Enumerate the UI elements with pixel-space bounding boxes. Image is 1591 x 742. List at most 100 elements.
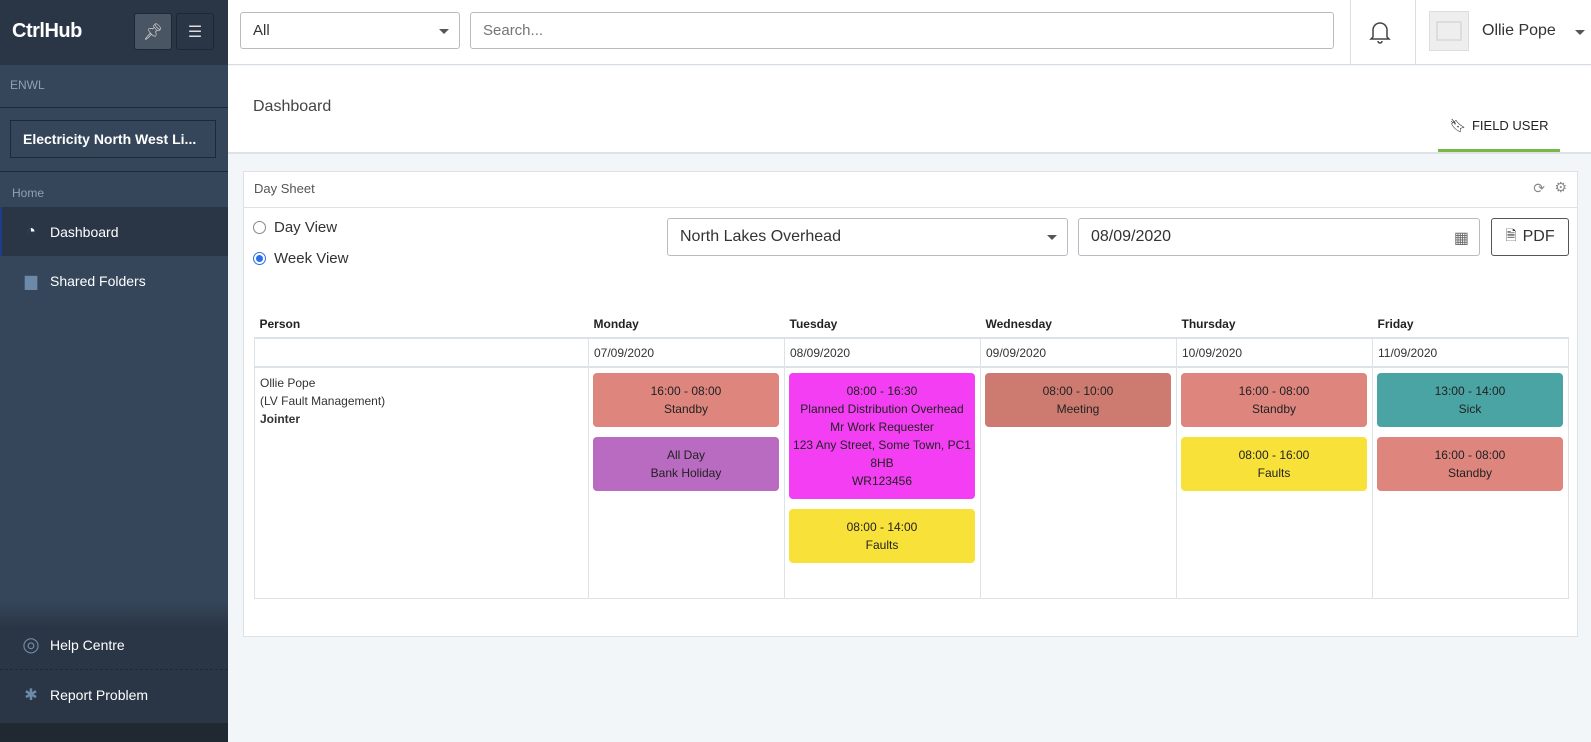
- day-view-radio[interactable]: Day View: [253, 219, 337, 236]
- tab-label: FIELD USER: [1471, 118, 1549, 133]
- pin-button[interactable]: 📌︎: [134, 13, 172, 50]
- refresh-icon[interactable]: ⟳: [1533, 180, 1545, 196]
- radio-unchecked[interactable]: [253, 221, 266, 234]
- date-cell: 07/09/2020: [588, 337, 785, 368]
- shift-event[interactable]: 08:00 - 10:00 Meeting: [985, 373, 1171, 427]
- help-centre-link[interactable]: ◎ Help Centre: [0, 620, 228, 669]
- bell-icon: [1369, 22, 1391, 44]
- person-cell: Ollie Pope (LV Fault Management) Jointer: [254, 366, 589, 599]
- logo-area: CtrlHub 📌︎ ☰: [0, 0, 228, 65]
- shift-event[interactable]: All Day Bank Holiday: [593, 437, 779, 491]
- avatar[interactable]: [1429, 11, 1469, 51]
- event-line: 08:00 - 14:00: [846, 520, 918, 534]
- event-line: Standby: [1447, 466, 1493, 480]
- pdf-label: PDF: [1522, 228, 1555, 245]
- logo: CtrlHub: [12, 20, 82, 42]
- event-line: 08:00 - 16:30: [846, 384, 918, 398]
- week-table: Person Monday Tuesday Wednesday Thursday…: [254, 310, 1569, 599]
- panel-title: Day Sheet: [254, 181, 315, 196]
- shift-event[interactable]: 16:00 - 08:00 Standby: [1377, 437, 1563, 491]
- filter-select[interactable]: All: [240, 12, 460, 49]
- date-cell: 08/09/2020: [784, 337, 981, 368]
- shift-event[interactable]: 08:00 - 16:30 Planned Distribution Overhe…: [789, 373, 975, 499]
- shift-event[interactable]: 13:00 - 14:00 Sick: [1377, 373, 1563, 427]
- radio-label: Week View: [274, 250, 349, 267]
- empty-cell: [254, 337, 589, 368]
- event-line: WR123456: [851, 474, 913, 488]
- search-input[interactable]: [470, 12, 1334, 49]
- panel-header: Day Sheet ⟳ ⚙: [244, 172, 1577, 208]
- radio-label: Day View: [274, 219, 338, 236]
- report-problem-label: Report Problem: [50, 686, 149, 703]
- notifications-button[interactable]: [1369, 20, 1393, 44]
- column-header: Monday: [588, 310, 785, 339]
- event-line: Sick: [1458, 402, 1482, 416]
- week-view-radio[interactable]: Week View: [253, 250, 348, 267]
- user-name[interactable]: Ollie Pope: [1482, 22, 1556, 39]
- day-cell: 08:00 - 10:00 Meeting: [980, 366, 1177, 599]
- help-centre-label: Help Centre: [50, 636, 125, 653]
- pin-icon: 📌︎: [142, 23, 164, 41]
- filter-value: All: [253, 22, 270, 39]
- table-row: Ollie Pope (LV Fault Management) Jointer…: [254, 366, 1569, 599]
- calendar-icon[interactable]: ▦: [1453, 230, 1469, 247]
- caret-down-icon: [1047, 235, 1057, 240]
- top-bar: All Ollie Pope: [228, 0, 1591, 65]
- column-header: Wednesday: [980, 310, 1177, 339]
- person-role: Jointer: [260, 412, 301, 426]
- caret-down-icon: [439, 28, 449, 34]
- shift-event[interactable]: 16:00 - 08:00 Standby: [593, 373, 779, 427]
- divider: [0, 669, 228, 670]
- menu-button[interactable]: ☰: [176, 13, 214, 50]
- person-team: (LV Fault Management): [260, 394, 386, 408]
- column-header: Person: [254, 310, 589, 339]
- sidebar: CtrlHub 📌︎ ☰ ENWL Electricity North West…: [0, 0, 228, 742]
- breadcrumb-home[interactable]: Home: [12, 186, 45, 200]
- date-value: 08/09/2020: [1091, 228, 1172, 245]
- gear-icon[interactable]: ⚙: [1554, 179, 1567, 195]
- date-cell: 11/09/2020: [1372, 337, 1569, 368]
- radio-checked[interactable]: [253, 252, 266, 265]
- file-pdf-icon: 🗎: [1505, 227, 1517, 243]
- event-line: Faults: [865, 538, 899, 552]
- divider: [0, 107, 228, 108]
- sidebar-item-shared-folders[interactable]: ▆ Shared Folders: [0, 256, 228, 305]
- shift-event[interactable]: 16:00 - 08:00 Standby: [1181, 373, 1367, 427]
- tab-field-user[interactable]: 🔖︎ FIELD USER: [1438, 106, 1560, 152]
- report-problem-link[interactable]: ✱ Report Problem: [0, 670, 228, 719]
- divider: [1350, 0, 1351, 65]
- date-cell: 09/09/2020: [980, 337, 1177, 368]
- pdf-button[interactable]: 🗎 PDF: [1491, 218, 1569, 256]
- event-line: 16:00 - 08:00: [1238, 384, 1310, 398]
- section-label: ENWL: [10, 78, 45, 92]
- date-input[interactable]: 08/09/2020 ▦: [1078, 218, 1480, 256]
- divider: [1415, 0, 1416, 65]
- group-value: North Lakes Overhead: [680, 228, 841, 245]
- sidebar-footer: ◎ Help Centre ✱ Report Problem: [0, 600, 228, 742]
- image-placeholder-icon: [1436, 21, 1462, 41]
- event-line: Mr Work Requester: [830, 420, 934, 434]
- sidebar-item-label: Dashboard: [50, 223, 119, 240]
- day-cell: 16:00 - 08:00 Standby 08:00 - 16:00 Faults: [1176, 366, 1373, 599]
- user-menu-caret-icon[interactable]: [1575, 30, 1585, 35]
- day-cell: 13:00 - 14:00 Sick 16:00 - 08:00 Standby: [1372, 366, 1569, 599]
- shift-event[interactable]: 08:00 - 14:00 Faults: [789, 509, 975, 563]
- event-line: 16:00 - 08:00: [1434, 448, 1506, 462]
- event-line: 13:00 - 14:00: [1434, 384, 1506, 398]
- dates-row: 07/09/2020 08/09/2020 09/09/2020 10/09/2…: [254, 337, 1569, 368]
- event-line: Bank Holiday: [650, 466, 722, 480]
- bookmark-icon: 🔖︎: [1449, 118, 1466, 133]
- sidebar-item-dashboard[interactable]: ◔ Dashboard: [0, 207, 228, 256]
- event-line: 08:00 - 16:00: [1238, 448, 1310, 462]
- tachometer-icon: ◔: [26, 222, 36, 240]
- sidebar-item-label: Shared Folders: [50, 272, 146, 289]
- page-title: Dashboard: [253, 98, 332, 115]
- shift-event[interactable]: 08:00 - 16:00 Faults: [1181, 437, 1367, 491]
- org-selector[interactable]: Electricity North West Li...: [10, 120, 216, 158]
- column-header: Friday: [1372, 310, 1569, 339]
- person-name: Ollie Pope: [260, 376, 316, 390]
- group-select[interactable]: North Lakes Overhead: [667, 218, 1068, 256]
- page-header: Dashboard 🔖︎ FIELD USER: [228, 66, 1591, 154]
- event-line: 16:00 - 08:00: [650, 384, 722, 398]
- event-line: All Day: [666, 448, 705, 462]
